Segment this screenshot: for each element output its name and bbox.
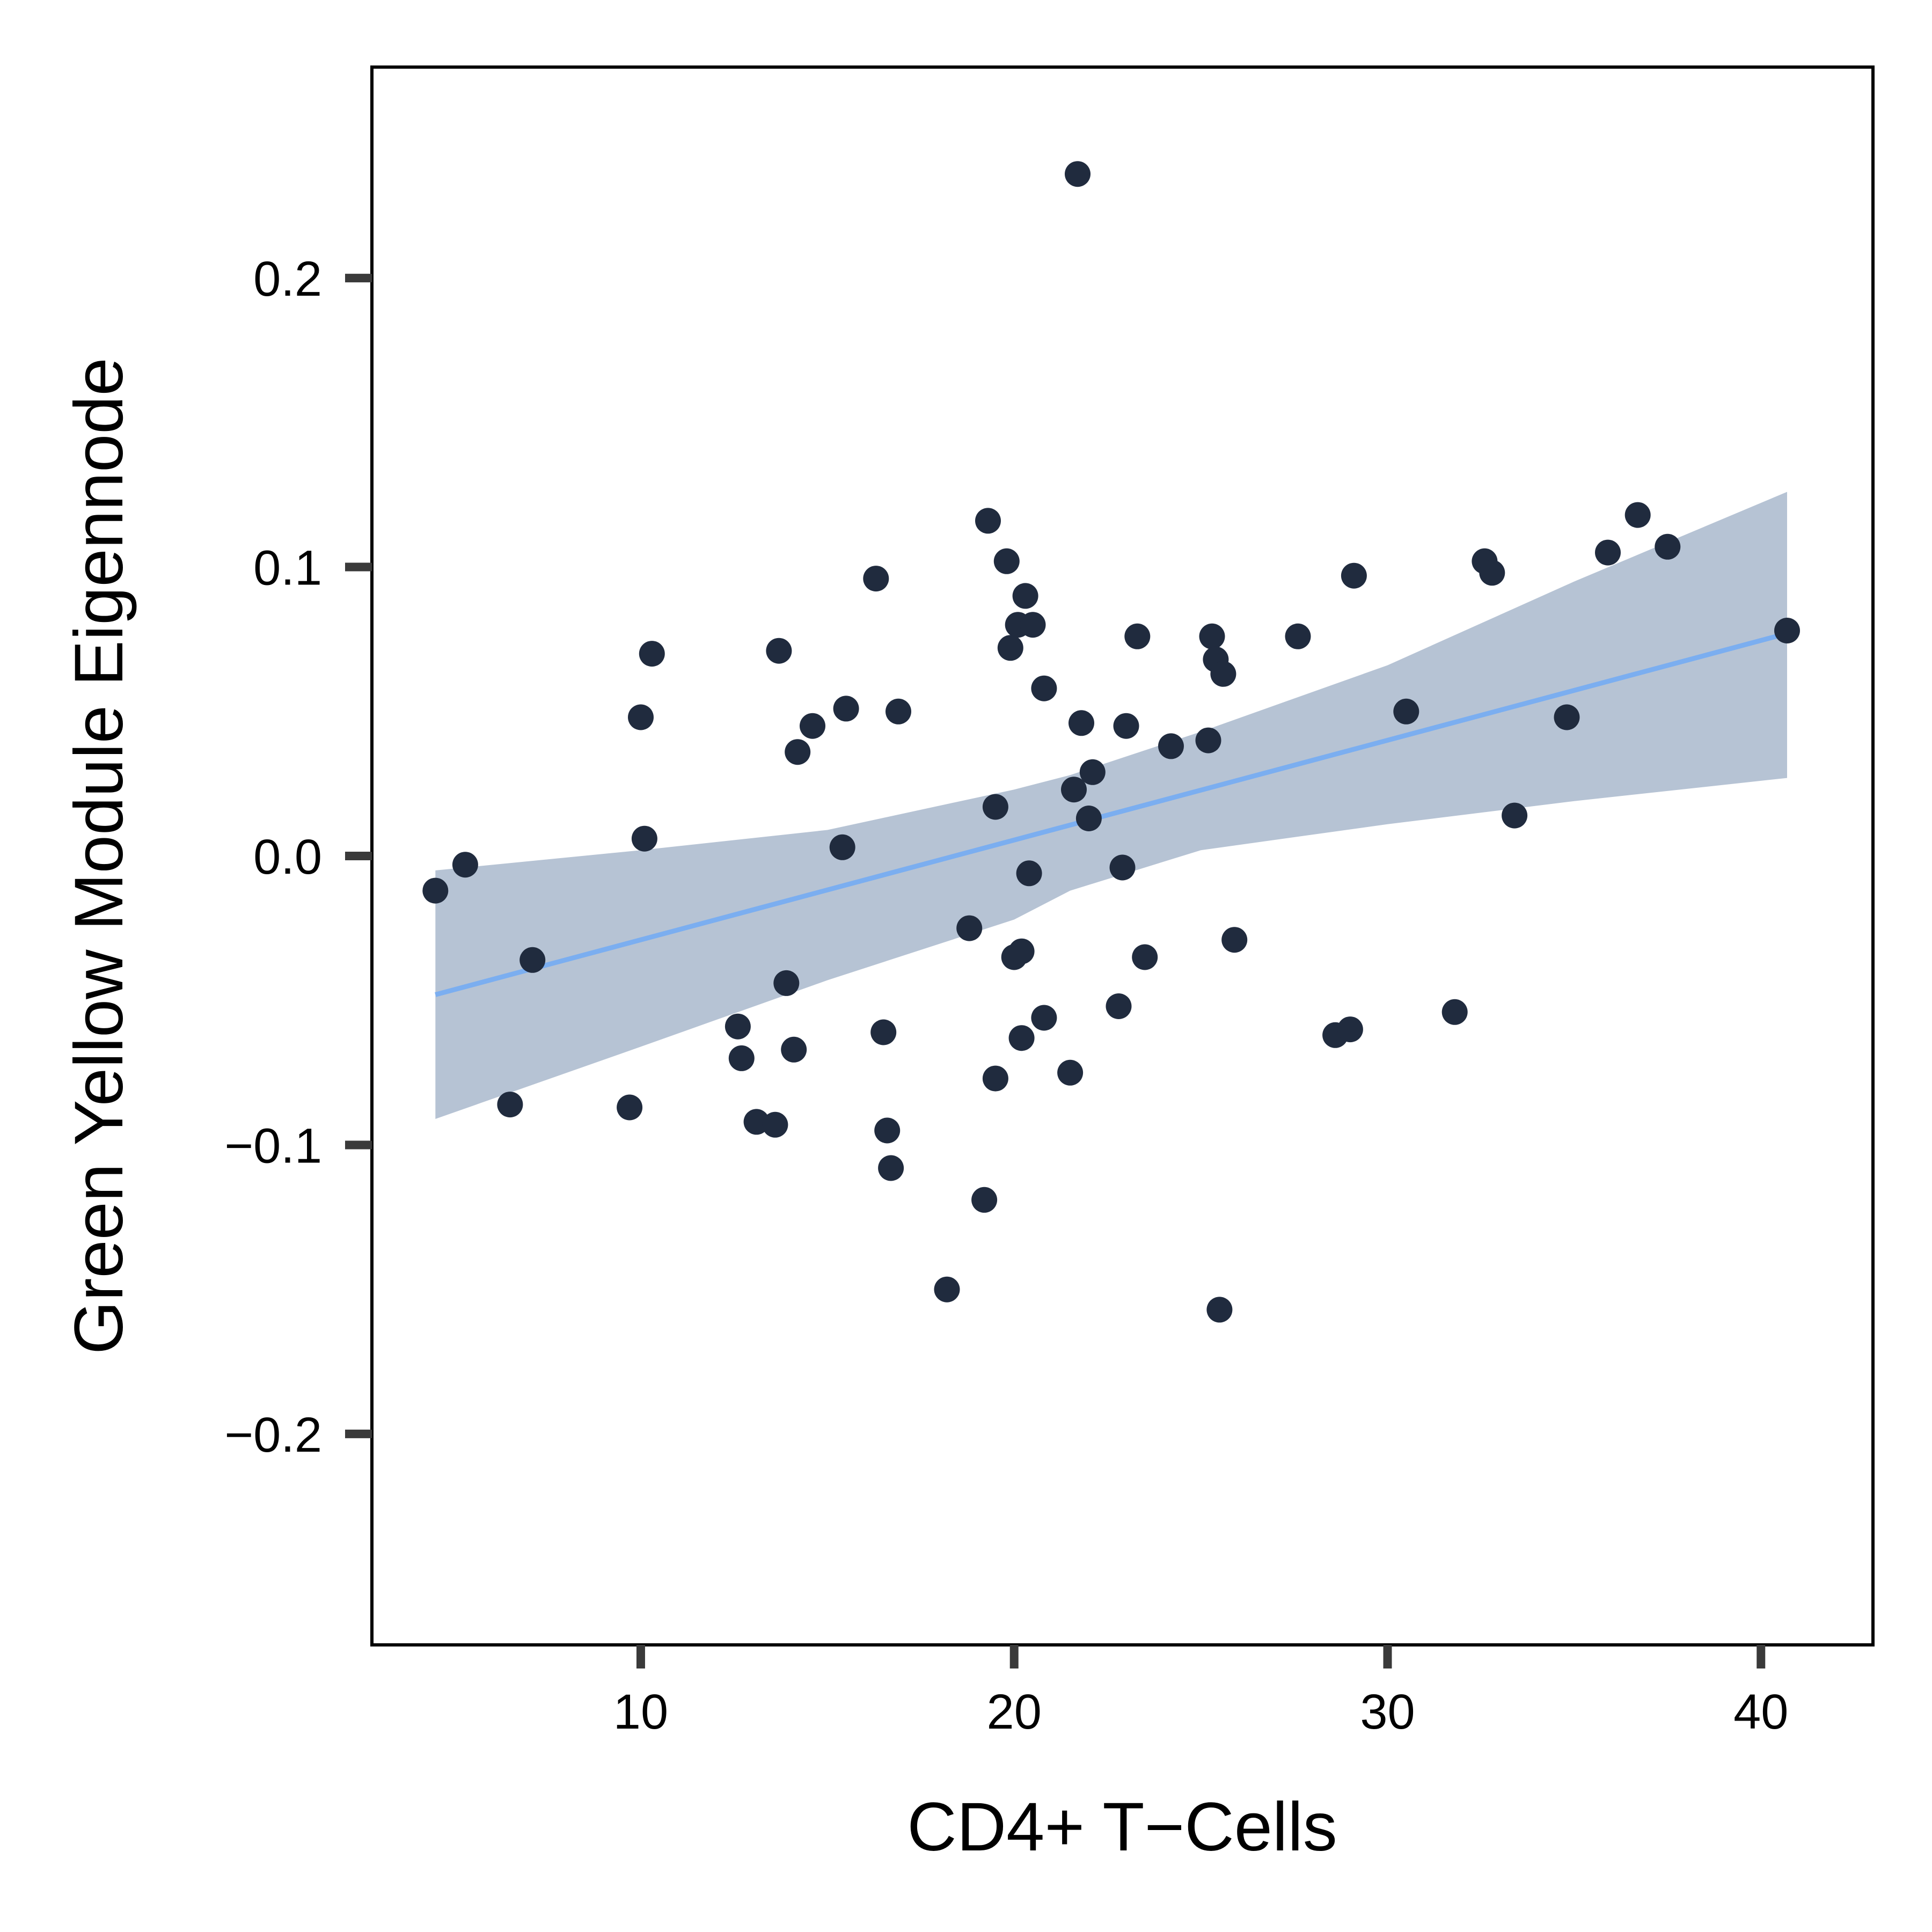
data-point (762, 1112, 788, 1138)
data-point (1114, 713, 1139, 739)
data-point (1196, 728, 1221, 753)
data-point (1774, 618, 1800, 643)
data-point (885, 699, 911, 724)
data-point (975, 508, 1001, 533)
data-point (1009, 1025, 1035, 1051)
y-tick-label: 0.0 (253, 830, 322, 884)
data-point (1625, 502, 1651, 528)
data-point (1158, 733, 1184, 759)
data-point (628, 705, 654, 730)
data-point (1337, 1016, 1363, 1042)
data-point (1009, 939, 1035, 964)
data-point (1206, 1297, 1232, 1322)
data-point (1393, 699, 1419, 724)
data-point (800, 713, 825, 739)
data-point (1210, 661, 1236, 687)
data-point (1031, 1005, 1057, 1031)
data-point (1057, 1060, 1083, 1086)
data-point (830, 835, 855, 860)
data-point (1479, 560, 1505, 586)
data-point (874, 1118, 900, 1144)
data-point (422, 878, 448, 904)
data-point (452, 852, 478, 877)
data-point (1031, 676, 1057, 701)
data-point (934, 1277, 960, 1302)
data-point (971, 1187, 997, 1213)
data-point (833, 696, 859, 721)
data-point (766, 638, 792, 664)
data-point (617, 1095, 642, 1121)
x-tick-label: 40 (1733, 1685, 1788, 1739)
x-axis-title: CD4+ T−Cells (907, 1789, 1337, 1865)
data-point (1106, 993, 1132, 1019)
data-point (1013, 583, 1038, 609)
data-point (1110, 855, 1136, 881)
data-point (632, 826, 657, 852)
data-point (1221, 927, 1247, 953)
data-point (729, 1045, 755, 1071)
data-point (1442, 999, 1468, 1025)
x-tick-label: 30 (1360, 1685, 1415, 1739)
data-point (1016, 860, 1042, 886)
data-point (1080, 759, 1106, 785)
data-point (497, 1092, 523, 1117)
data-point (1285, 624, 1311, 649)
x-tick-label: 20 (987, 1685, 1042, 1739)
data-point (998, 635, 1023, 661)
data-point (1124, 624, 1150, 649)
data-point (773, 970, 799, 996)
data-point (1502, 803, 1527, 829)
y-tick-label: 0.1 (253, 541, 322, 596)
y-tick-label: −0.2 (224, 1408, 322, 1462)
data-point (870, 1020, 896, 1045)
data-point (781, 1037, 807, 1063)
data-point (519, 947, 545, 973)
data-point (956, 916, 982, 941)
data-point (785, 739, 810, 765)
data-point (639, 641, 665, 667)
data-point (1076, 806, 1102, 831)
data-point (863, 566, 889, 591)
data-point (1132, 945, 1158, 970)
data-point (725, 1014, 751, 1040)
y-tick-label: −0.1 (224, 1118, 322, 1173)
data-point (1595, 540, 1621, 566)
data-point (994, 548, 1020, 574)
data-point (1020, 612, 1046, 638)
data-point (983, 794, 1008, 820)
x-tick-label: 10 (613, 1685, 668, 1739)
data-point (1341, 563, 1367, 589)
y-tick-label: 0.2 (253, 252, 322, 306)
data-point (1655, 534, 1680, 560)
data-point (1554, 705, 1580, 730)
data-point (1199, 624, 1225, 649)
data-point (1065, 161, 1091, 187)
data-point (878, 1155, 904, 1181)
data-point (1069, 710, 1094, 736)
data-point (983, 1066, 1008, 1092)
y-axis-title: Green Yellow Module Eigennode (61, 357, 137, 1354)
